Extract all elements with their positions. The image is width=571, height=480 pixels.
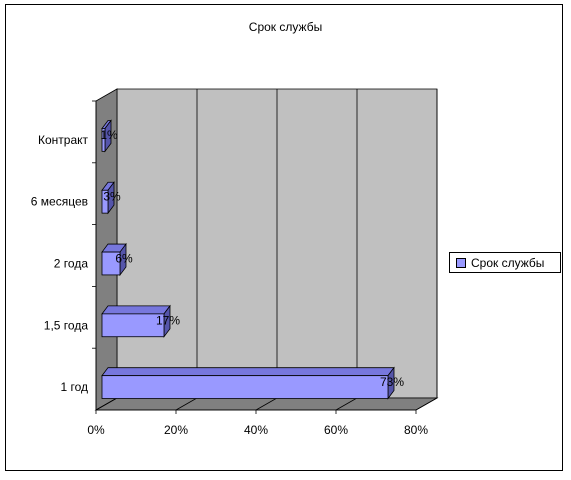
- bar-front: [101, 251, 121, 276]
- chart-title: Срок службы: [248, 20, 323, 34]
- data-label: 73%: [380, 375, 404, 389]
- floor-gridline: [415, 397, 438, 411]
- bar: [101, 304, 171, 338]
- floor-gridline: [95, 397, 118, 411]
- y-tick-label: 1,5 года: [44, 318, 89, 332]
- legend-label: Срок службы: [471, 255, 545, 270]
- y-tick-label: 2 года: [54, 257, 89, 271]
- bar: [101, 242, 127, 277]
- x-tick-label: 0%: [87, 423, 105, 437]
- bar: [101, 366, 395, 400]
- floor-gridline: [335, 397, 358, 411]
- x-tick-label: 40%: [244, 423, 268, 437]
- data-label: 1%: [100, 128, 118, 142]
- floor-gridline: [175, 397, 198, 411]
- gridlines: [95, 89, 438, 411]
- bars: [101, 119, 395, 400]
- x-tick-label: 80%: [404, 423, 428, 437]
- bar-front: [101, 375, 389, 399]
- axes: 0% 20% 40% 60% 80% Контракт 6 месяцев 2 года 1,5…: [31, 100, 428, 437]
- bar-front: [101, 313, 165, 338]
- bar-front: [101, 128, 106, 152]
- data-labels: 1% 3% 6% 17% 73%: [100, 128, 404, 389]
- data-label: 3%: [103, 190, 121, 204]
- bar: [101, 181, 115, 215]
- x-tick-label: 20%: [164, 423, 188, 437]
- bar: [101, 119, 112, 153]
- legend: Срок службы: [449, 252, 561, 273]
- data-label: 6%: [115, 252, 133, 266]
- legend-swatch: [456, 257, 466, 268]
- y-tick-label: 6 месяцев: [31, 195, 88, 209]
- data-label: 17%: [156, 313, 180, 327]
- floor-gridline: [255, 397, 278, 411]
- y-tick-label: 1 год: [60, 380, 88, 394]
- bar-top: [101, 367, 395, 377]
- bar-front: [101, 189, 109, 214]
- y-tick-label: Контракт: [38, 133, 89, 147]
- x-tick-label: 60%: [324, 423, 348, 437]
- chart-walls: [94, 88, 439, 411]
